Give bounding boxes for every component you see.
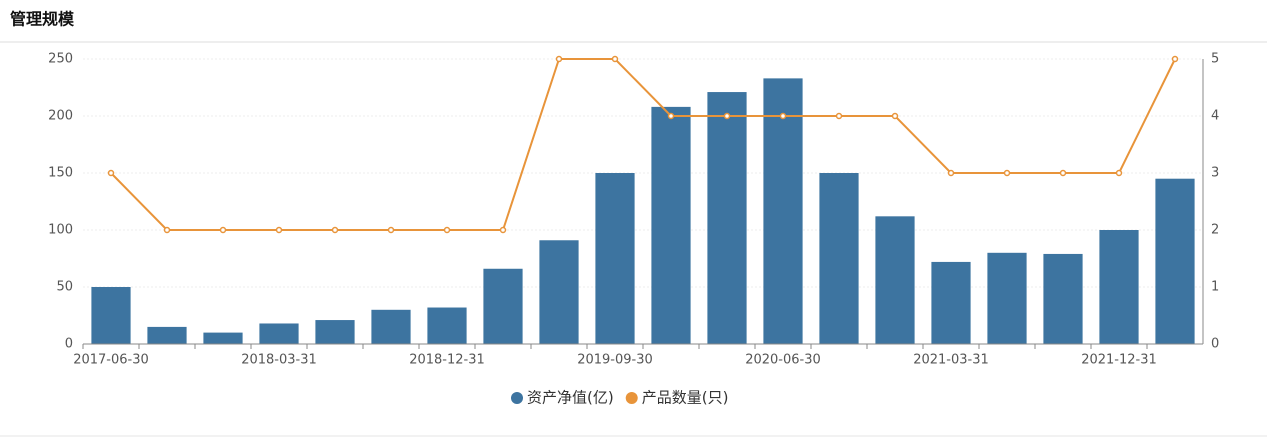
x-tick-label: 2018-12-31 — [409, 353, 485, 368]
point — [947, 169, 955, 177]
x-tick-label: 2020-06-30 — [745, 353, 821, 368]
line — [110, 58, 1176, 231]
y-tick-label: 150 — [48, 166, 73, 181]
chart-title: 管理规模 — [10, 10, 75, 29]
bar — [147, 326, 187, 344]
x-tick-label: 2018-03-31 — [241, 353, 317, 368]
bar — [259, 323, 299, 344]
point — [667, 112, 675, 120]
bar — [763, 78, 803, 344]
point — [163, 226, 171, 234]
point — [779, 112, 787, 120]
point — [387, 226, 395, 234]
y-tick-label: 200 — [48, 109, 73, 124]
bar — [651, 106, 691, 344]
legend-label: 产品数量(只) — [642, 389, 729, 407]
bar — [819, 173, 859, 344]
point — [275, 226, 283, 234]
bar — [875, 216, 915, 344]
point — [219, 226, 227, 234]
y2-tick-label: 5 — [1211, 52, 1219, 67]
legend-label: 资产净值(亿) — [527, 389, 614, 407]
point — [1003, 169, 1011, 177]
y-tick-label: 0 — [65, 337, 73, 352]
point — [555, 55, 563, 63]
point — [611, 55, 619, 63]
y-tick-label: 50 — [56, 280, 73, 295]
y2-tick-label: 0 — [1211, 337, 1219, 352]
x-tick-label: 2021-03-31 — [913, 353, 989, 368]
bar — [1099, 230, 1139, 344]
point — [1059, 169, 1067, 177]
y2-tick-label: 3 — [1211, 166, 1219, 181]
bar — [1155, 178, 1195, 344]
x-tick-label: 2021-12-31 — [1081, 353, 1157, 368]
bar — [483, 268, 523, 344]
point — [499, 226, 507, 234]
y2-tick-label: 2 — [1211, 223, 1219, 238]
bar — [203, 332, 243, 344]
point — [891, 112, 899, 120]
bar — [707, 92, 747, 344]
bar — [315, 320, 355, 344]
point — [1115, 169, 1123, 177]
point — [107, 169, 115, 177]
point — [1171, 55, 1179, 63]
bar — [1043, 253, 1083, 344]
bar — [539, 240, 579, 344]
bar — [595, 173, 635, 344]
bar — [371, 309, 411, 344]
point — [443, 226, 451, 234]
bar — [91, 287, 131, 344]
point — [723, 112, 731, 120]
legend-swatch — [511, 392, 523, 404]
x-tick-label: 2017-06-30 — [73, 353, 149, 368]
point — [835, 112, 843, 120]
bar — [931, 261, 971, 344]
x-tick-label: 2019-09-30 — [577, 353, 653, 368]
bar — [427, 307, 467, 344]
bar — [987, 252, 1027, 344]
y2-tick-label: 4 — [1211, 109, 1219, 124]
y2-tick-label: 1 — [1211, 280, 1219, 295]
point — [331, 226, 339, 234]
y-tick-label: 250 — [48, 52, 73, 67]
y-tick-label: 100 — [48, 223, 73, 238]
legend-swatch — [625, 392, 638, 404]
